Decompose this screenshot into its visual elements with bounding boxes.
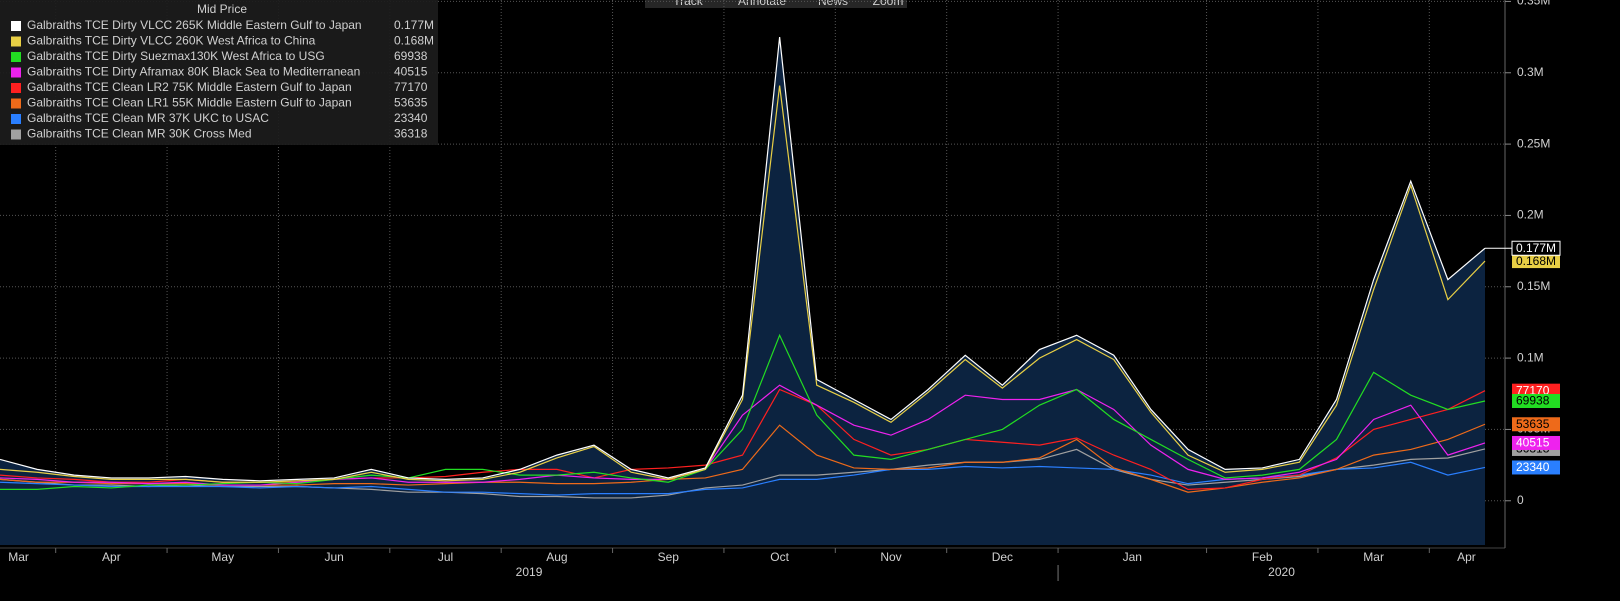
last-value-label: 23340 <box>1516 460 1550 474</box>
legend-swatch <box>11 52 21 62</box>
y-tick-label: 0 <box>1517 493 1524 507</box>
x-tick-label: Mar <box>8 550 29 564</box>
legend-label: Galbraiths TCE Dirty Aframax 80K Black S… <box>27 65 360 79</box>
area <box>0 37 1485 546</box>
x-tick-label: Sep <box>658 550 680 564</box>
last-value-box <box>1512 393 1560 408</box>
y-tick-label: 0.25M <box>1517 136 1550 150</box>
legend-label: Galbraiths TCE Dirty VLCC 265K Middle Ea… <box>27 18 362 32</box>
legend-swatch <box>11 129 21 140</box>
x-tick-label: Mar <box>1363 550 1384 564</box>
legend-value: 69938 <box>394 49 428 63</box>
last-value-label: 53635 <box>1516 417 1550 431</box>
y-tick-label: 0.3M <box>1517 65 1544 79</box>
toolbar-zoom[interactable]: Zoom <box>873 0 904 8</box>
legend-value: 36318 <box>394 127 428 141</box>
legend-label: Galbraiths TCE Clean MR 30K Cross Med <box>27 127 252 141</box>
last-value-box <box>1512 435 1560 450</box>
x-tick-label: Apr <box>102 550 121 564</box>
last-value-box <box>1512 417 1560 432</box>
series-line <box>0 384 1486 486</box>
legend-swatch <box>11 98 21 109</box>
legend-value: 0.168M <box>394 34 434 48</box>
series-line <box>0 85 1486 483</box>
legend: Mid Price Galbraiths TCE Dirty VLCC 265K … <box>0 0 438 145</box>
last-value-box <box>1512 460 1560 475</box>
x-tick-label: Nov <box>880 550 901 564</box>
legend-value: 23340 <box>394 111 428 125</box>
legend-label: Galbraiths TCE Clean MR 37K UKC to USAC <box>27 111 269 125</box>
x-tick-label: Apr <box>1457 550 1476 564</box>
last-value-box <box>1512 254 1560 269</box>
y-tick-label: 0.2M <box>1517 208 1544 222</box>
series-line <box>0 37 1486 482</box>
y-tick-label: 0.15M <box>1517 279 1550 293</box>
x-tick-label: Aug <box>546 550 567 564</box>
legend-swatch <box>11 83 21 93</box>
toolbar <box>645 0 907 8</box>
legend-label: Galbraiths TCE Dirty VLCC 260K West Afri… <box>27 34 316 48</box>
last-value-label: 0.177M <box>1516 241 1556 255</box>
toolbar-annotate[interactable]: Annotate <box>738 0 786 8</box>
y-tick-label: 0.35M <box>1517 0 1550 8</box>
legend-value: 77170 <box>394 80 428 94</box>
x-tick-label: Feb <box>1252 550 1273 564</box>
legend-value: 0.177M <box>394 18 434 32</box>
legend-swatch <box>11 36 21 47</box>
last-value-box <box>1511 240 1561 256</box>
legend-value: 40515 <box>394 65 428 79</box>
series-line <box>0 448 1486 499</box>
last-value-label: 77170 <box>1516 383 1550 397</box>
last-value-label: 69938 <box>1516 394 1550 408</box>
x-tick-label: Jan <box>1123 550 1142 564</box>
toolbar-news[interactable]: News <box>818 0 848 8</box>
legend-label: Galbraiths TCE Dirty Suezmax130K West Af… <box>27 49 325 63</box>
legend-swatch <box>11 114 21 124</box>
year-label: 2020 <box>1268 565 1295 579</box>
x-tick-label: Oct <box>770 550 789 564</box>
toolbar-track[interactable]: Track <box>673 0 704 8</box>
legend-label: Galbraiths TCE Clean LR1 55K Middle East… <box>27 96 352 110</box>
legend-value: 53635 <box>394 96 428 110</box>
x-tick-label: Jun <box>324 550 343 564</box>
legend-swatch <box>11 67 21 78</box>
legend-box <box>0 0 438 145</box>
legend-title: Mid Price <box>197 2 247 16</box>
last-value-label: 40515 <box>1516 436 1550 450</box>
legend-swatch <box>11 21 21 31</box>
y-tick-label: 0.1M <box>1517 350 1544 364</box>
x-tick-label: May <box>211 550 234 564</box>
x-tick-label: Jul <box>438 550 453 564</box>
x-tick-label: Dec <box>992 550 1013 564</box>
year-label: 2019 <box>516 565 543 579</box>
legend-label: Galbraiths TCE Clean LR2 75K Middle East… <box>27 80 352 94</box>
last-value-label: 0.168M <box>1516 254 1556 268</box>
